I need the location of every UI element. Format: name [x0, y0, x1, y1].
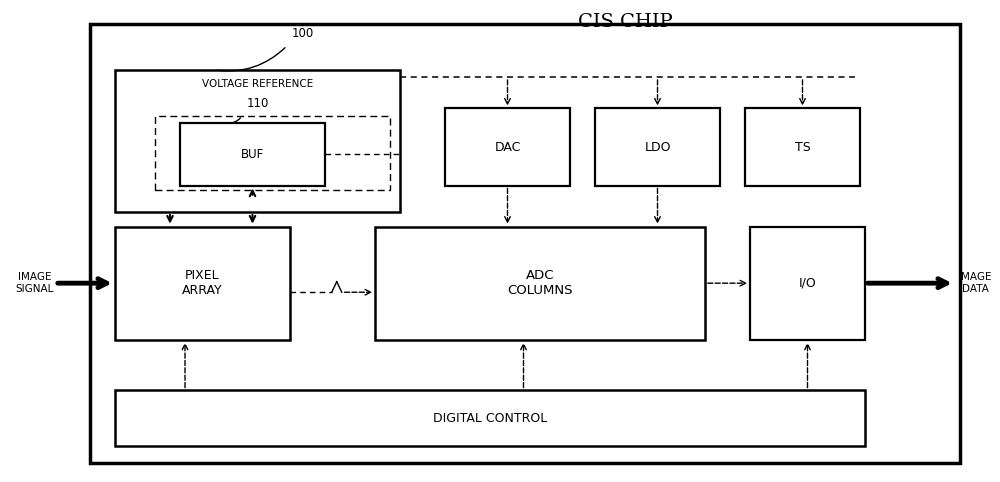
- Text: VOLTAGE REFERENCE: VOLTAGE REFERENCE: [202, 80, 313, 89]
- Text: CIS CHIP: CIS CHIP: [578, 13, 672, 31]
- Bar: [115, 70, 400, 212]
- Text: I/O: I/O: [799, 277, 816, 290]
- Text: 110: 110: [247, 97, 269, 110]
- Text: ADC
COLUMNS: ADC COLUMNS: [507, 269, 573, 297]
- Bar: [375, 227, 705, 340]
- Text: DIGITAL CONTROL: DIGITAL CONTROL: [433, 412, 547, 425]
- Text: 100: 100: [292, 27, 314, 40]
- Text: DAC: DAC: [494, 141, 521, 153]
- Text: PIXEL
ARRAY: PIXEL ARRAY: [182, 269, 223, 297]
- Bar: [445, 108, 570, 186]
- Bar: [115, 227, 290, 340]
- Text: IMAGE
DATA: IMAGE DATA: [958, 272, 992, 294]
- Bar: [180, 123, 325, 186]
- Bar: [115, 390, 865, 446]
- Text: BUF: BUF: [241, 148, 264, 161]
- Bar: [90, 24, 960, 463]
- Bar: [750, 227, 865, 340]
- Text: IMAGE
SIGNAL: IMAGE SIGNAL: [16, 272, 54, 294]
- Bar: [155, 116, 390, 190]
- Bar: [745, 108, 860, 186]
- Text: LDO: LDO: [644, 141, 671, 153]
- Bar: [595, 108, 720, 186]
- Text: TS: TS: [795, 141, 810, 153]
